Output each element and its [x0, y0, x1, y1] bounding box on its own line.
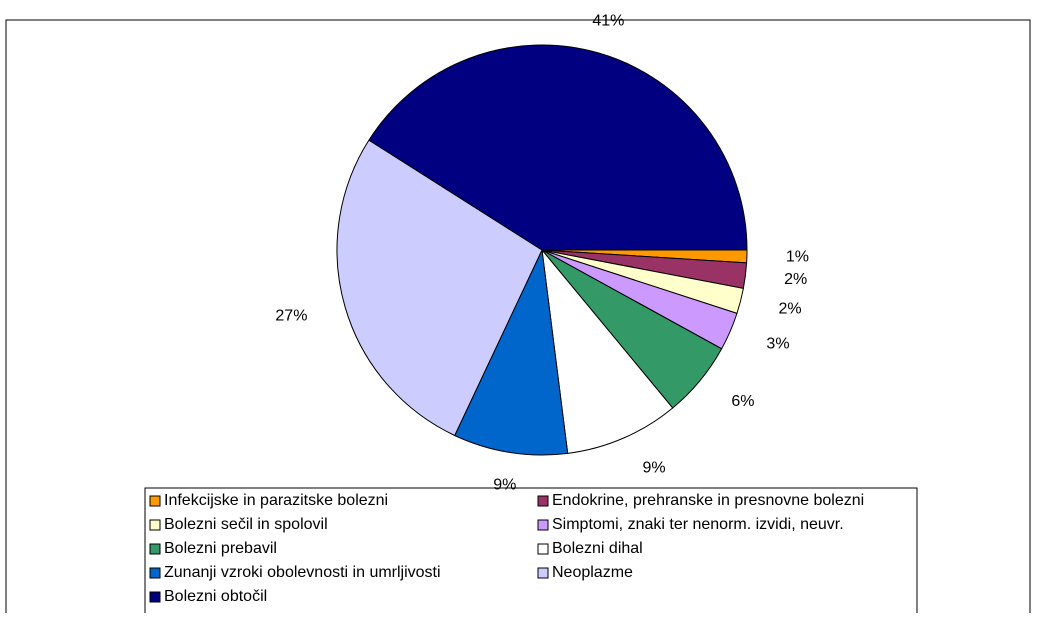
data-label: 27%: [275, 308, 307, 325]
legend-label: Infekcijske in parazitske bolezni: [164, 492, 388, 509]
data-label: 2%: [779, 300, 802, 317]
pie-slice: [368, 44, 748, 251]
legend-label: Simptomi, znaki ter nenorm. izvidi, neuv…: [552, 516, 844, 533]
legend-swatch: [149, 543, 161, 555]
data-label: 1%: [786, 249, 809, 266]
pie-slice: [541, 248, 674, 454]
legend-swatch: [149, 519, 161, 531]
legend-label: Neoplazme: [552, 564, 633, 581]
legend-swatch: [149, 591, 161, 603]
pie-slice: [454, 248, 569, 456]
legend-swatch: [537, 495, 549, 507]
data-label: 3%: [766, 336, 789, 353]
data-label: 9%: [643, 460, 666, 477]
data-label: 2%: [784, 271, 807, 288]
legend-swatch: [537, 519, 549, 531]
data-label: 9%: [493, 476, 516, 493]
legend-label: Bolezni dihal: [552, 540, 643, 557]
data-label: 41%: [592, 13, 624, 30]
legend-label: Endokrine, prehranske in presnovne bolez…: [552, 492, 864, 509]
legend-label: Bolezni obtočil: [164, 588, 267, 605]
legend-label: Bolezni prebavil: [164, 540, 277, 557]
legend-box: [144, 487, 918, 618]
data-label: 6%: [731, 393, 754, 410]
pie-slice: [336, 139, 543, 437]
legend-label: Zunanji vzroki obolevnosti in umrljivost…: [164, 564, 441, 581]
legend-label: Bolezni sečil in spolovil: [164, 516, 328, 533]
legend-swatch: [149, 495, 161, 507]
legend-swatch: [537, 543, 549, 555]
legend-swatch: [149, 567, 161, 579]
legend-swatch: [537, 567, 549, 579]
